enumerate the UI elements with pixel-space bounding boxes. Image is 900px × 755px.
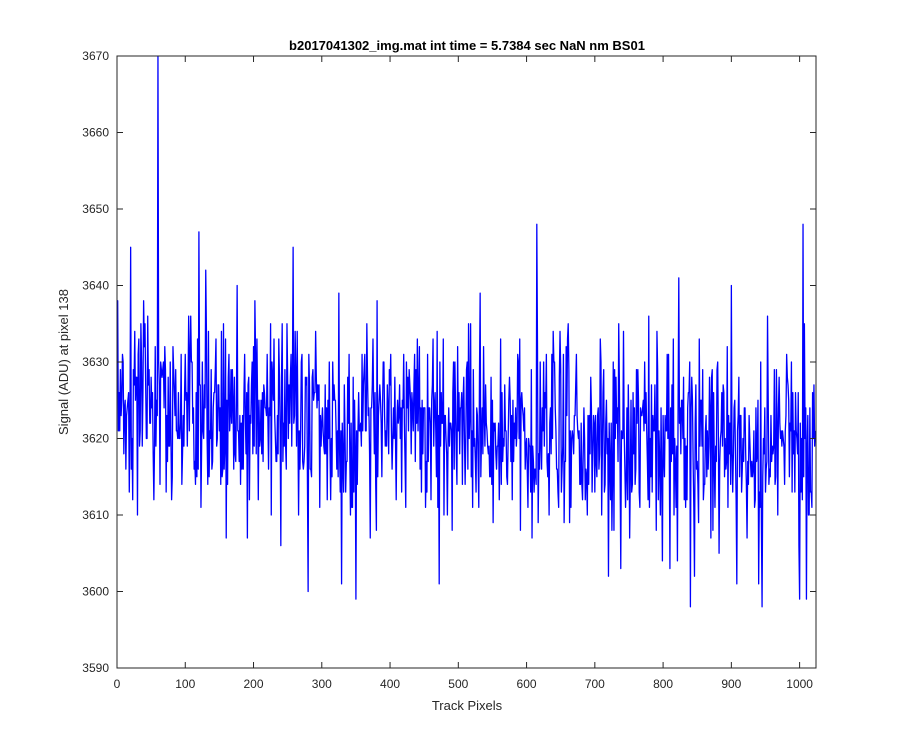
x-tick-label: 500 <box>448 677 468 691</box>
y-tick-label: 3610 <box>82 508 109 522</box>
x-tick-label: 700 <box>585 677 605 691</box>
y-tick-label: 3600 <box>82 585 109 599</box>
signal-series-line <box>117 56 816 608</box>
y-tick-label: 3590 <box>82 661 109 675</box>
y-tick-label: 3640 <box>82 279 109 293</box>
x-tick-label: 900 <box>721 677 741 691</box>
x-tick-label: 600 <box>517 677 537 691</box>
x-tick-label: 300 <box>312 677 332 691</box>
y-tick-label: 3620 <box>82 432 109 446</box>
y-axis-ticks: 3590 3600 3610 3620 3630 3640 3650 3660 3670 <box>82 49 816 675</box>
x-tick-label: 200 <box>244 677 264 691</box>
x-tick-label: 400 <box>380 677 400 691</box>
y-tick-label: 3650 <box>82 202 109 216</box>
y-tick-label: 3630 <box>82 355 109 369</box>
x-tick-label: 1000 <box>786 677 813 691</box>
x-tick-label: 800 <box>653 677 673 691</box>
y-tick-label: 3660 <box>82 126 109 140</box>
x-tick-label: 100 <box>175 677 195 691</box>
x-axis-label: Track Pixels <box>432 698 503 713</box>
x-tick-label: 0 <box>114 677 121 691</box>
chart-title: b2017041302_img.mat int time = 5.7384 se… <box>289 38 645 53</box>
y-tick-label: 3670 <box>82 49 109 63</box>
y-axis-label: Signal (ADU) at pixel 138 <box>56 289 71 435</box>
x-axis-ticks: 0 100 200 300 400 500 600 700 800 900 1000 <box>114 56 813 691</box>
